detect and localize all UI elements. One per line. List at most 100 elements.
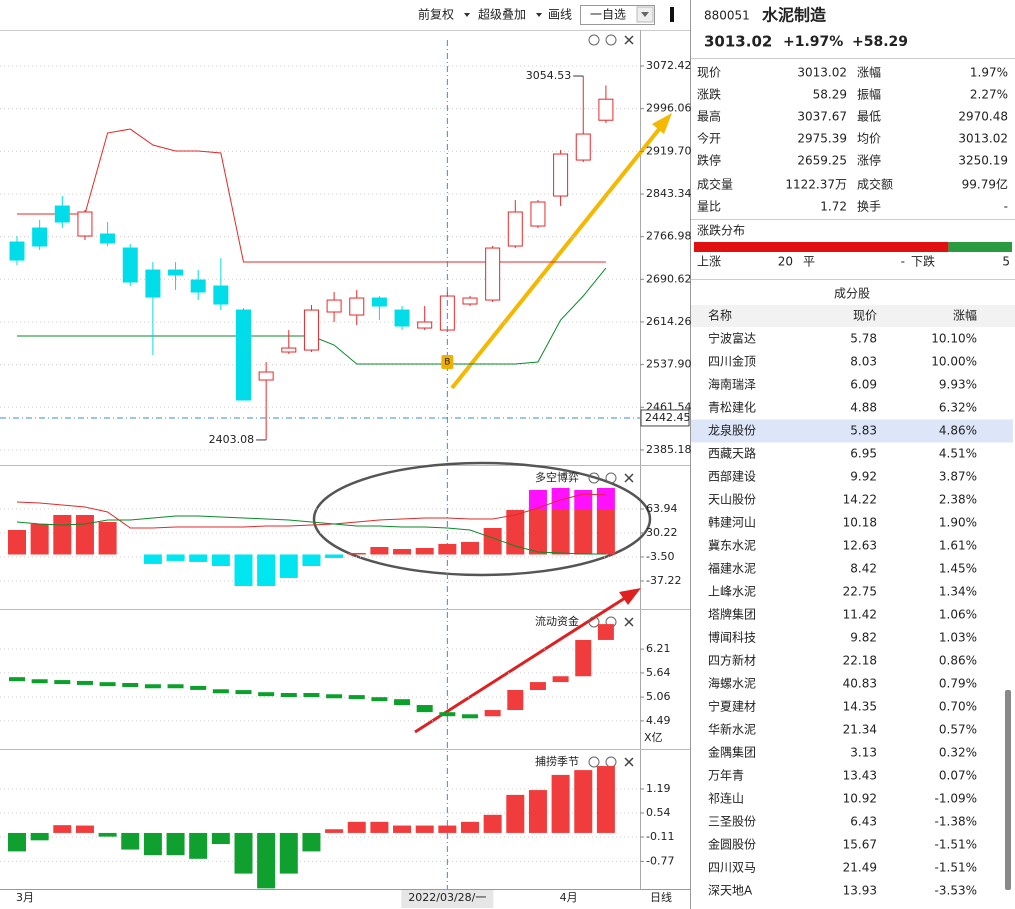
y-tick-label: -0.11 <box>646 830 674 843</box>
stock-price[interactable]: 10.18 <box>843 516 877 530</box>
stock-name[interactable]: 宁夏建材 <box>708 699 756 714</box>
panel-icon[interactable] <box>588 34 600 46</box>
stock-price[interactable]: 22.18 <box>843 654 877 668</box>
stock-name[interactable]: 青松建化 <box>708 401 756 415</box>
stock-name[interactable]: 博闻科技 <box>708 630 756 645</box>
stock-change[interactable]: -1.09% <box>935 792 977 806</box>
stock-price[interactable]: 14.22 <box>843 493 877 507</box>
breadth-up-label: 上涨 <box>697 254 721 269</box>
stock-price[interactable]: 6.43 <box>850 815 877 829</box>
stock-price[interactable]: 6.95 <box>850 447 877 461</box>
column-header[interactable]: 名称 <box>708 308 732 323</box>
stock-name[interactable]: 冀东水泥 <box>708 539 756 553</box>
stock-name[interactable]: 龙泉股份 <box>708 424 756 438</box>
stock-price[interactable]: 9.82 <box>850 631 877 645</box>
stock-change[interactable]: 0.70% <box>939 700 977 714</box>
close-icon[interactable] <box>624 757 634 767</box>
close-icon[interactable] <box>624 473 634 483</box>
period-label[interactable]: 日线 <box>650 890 672 904</box>
bar <box>415 825 434 833</box>
stock-price[interactable]: 8.03 <box>850 355 877 369</box>
stock-name[interactable]: 金圆股份 <box>708 837 756 852</box>
stock-name[interactable]: 四川双马 <box>708 861 756 875</box>
stock-change[interactable]: 0.86% <box>939 654 977 668</box>
panel-icon[interactable] <box>605 472 617 484</box>
stock-change[interactable]: 10.10% <box>931 332 977 346</box>
stock-change[interactable]: 0.79% <box>939 677 977 691</box>
stock-change[interactable]: 4.86% <box>939 424 977 438</box>
panel-icon[interactable] <box>588 756 600 768</box>
panel-icon[interactable] <box>588 616 600 628</box>
stock-price[interactable]: 22.75 <box>843 585 877 599</box>
stock-name[interactable]: 上峰水泥 <box>708 585 756 599</box>
stock-price[interactable]: 4.88 <box>850 401 877 415</box>
stock-name[interactable]: 深天地A <box>708 884 753 898</box>
stock-name[interactable]: 韩建河山 <box>708 515 756 530</box>
stock-name[interactable]: 四川金顶 <box>708 354 756 369</box>
stock-name[interactable]: 天山股份 <box>708 493 756 507</box>
stock-price[interactable]: 14.35 <box>843 700 877 714</box>
watchlist-select[interactable] <box>580 5 655 25</box>
stock-price[interactable]: 40.83 <box>843 677 877 691</box>
stock-name[interactable]: 三圣股份 <box>708 815 756 829</box>
stock-price[interactable]: 5.78 <box>850 332 877 346</box>
stock-name[interactable]: 祁连山 <box>708 791 744 806</box>
stock-price[interactable]: 3.13 <box>850 746 877 760</box>
stock-change[interactable]: -1.51% <box>935 838 977 852</box>
stock-change[interactable]: 10.00% <box>931 355 977 369</box>
toolbar-item[interactable]: 超级叠加 <box>478 7 526 22</box>
watchlist-label[interactable]: 一自选 <box>590 8 626 22</box>
stock-change[interactable]: 1.90% <box>939 516 977 530</box>
bar <box>189 554 208 562</box>
stock-price[interactable]: 13.93 <box>843 884 877 898</box>
stock-name[interactable]: 万年青 <box>708 769 744 783</box>
stock-change[interactable]: 1.06% <box>939 608 977 622</box>
stock-name[interactable]: 宁波富达 <box>708 331 756 346</box>
stock-price[interactable]: 10.92 <box>843 792 877 806</box>
stock-price[interactable]: 12.63 <box>843 539 877 553</box>
stock-name[interactable]: 海南瑞泽 <box>708 377 756 392</box>
stock-change[interactable]: -1.38% <box>935 815 977 829</box>
scrollbar[interactable] <box>1005 690 1011 890</box>
stock-name[interactable]: 福建水泥 <box>708 561 756 576</box>
stock-change[interactable]: 2.38% <box>939 493 977 507</box>
stock-change[interactable]: 0.57% <box>939 723 977 737</box>
panel-toggle[interactable] <box>670 7 674 22</box>
stock-price[interactable]: 21.34 <box>843 723 877 737</box>
stock-price[interactable]: 5.83 <box>850 424 877 438</box>
stock-change[interactable]: 1.61% <box>939 539 977 553</box>
stock-change[interactable]: 1.03% <box>939 631 977 645</box>
panel-icon[interactable] <box>588 472 600 484</box>
stock-change[interactable]: 0.07% <box>939 769 977 783</box>
stock-name[interactable]: 西部建设 <box>708 469 756 484</box>
stock-price[interactable]: 6.09 <box>850 378 877 392</box>
stock-change[interactable]: 4.51% <box>939 447 977 461</box>
stock-price[interactable]: 8.42 <box>850 562 877 576</box>
toolbar-item[interactable]: 画线 <box>548 8 572 22</box>
stock-change[interactable]: -1.51% <box>935 861 977 875</box>
stock-change[interactable]: 6.32% <box>939 401 977 415</box>
column-header[interactable]: 涨幅 <box>953 308 977 323</box>
stock-change[interactable]: 1.34% <box>939 585 977 599</box>
stock-price[interactable]: 15.67 <box>843 838 877 852</box>
column-header[interactable]: 现价 <box>853 309 877 323</box>
close-icon[interactable] <box>624 35 634 45</box>
close-icon[interactable] <box>624 617 634 627</box>
stock-change[interactable]: 3.87% <box>939 470 977 484</box>
stock-price[interactable]: 11.42 <box>843 608 877 622</box>
panel-icon[interactable] <box>605 34 617 46</box>
stock-name[interactable]: 四方新材 <box>708 653 756 668</box>
stock-name[interactable]: 华新水泥 <box>708 722 756 737</box>
stock-name[interactable]: 金隅集团 <box>708 745 756 760</box>
stock-change[interactable]: 1.45% <box>939 562 977 576</box>
stock-change[interactable]: 9.93% <box>939 378 977 392</box>
stock-name[interactable]: 塔牌集团 <box>708 607 756 622</box>
stock-name[interactable]: 海螺水泥 <box>708 676 756 691</box>
stock-name[interactable]: 西藏天路 <box>708 446 756 461</box>
stock-price[interactable]: 9.92 <box>850 470 877 484</box>
stock-price[interactable]: 21.49 <box>843 861 877 875</box>
stock-price[interactable]: 13.43 <box>843 769 877 783</box>
toolbar-item[interactable]: 前复权 <box>418 7 454 22</box>
stock-change[interactable]: 0.32% <box>939 746 977 760</box>
stock-change[interactable]: -3.53% <box>935 884 977 898</box>
